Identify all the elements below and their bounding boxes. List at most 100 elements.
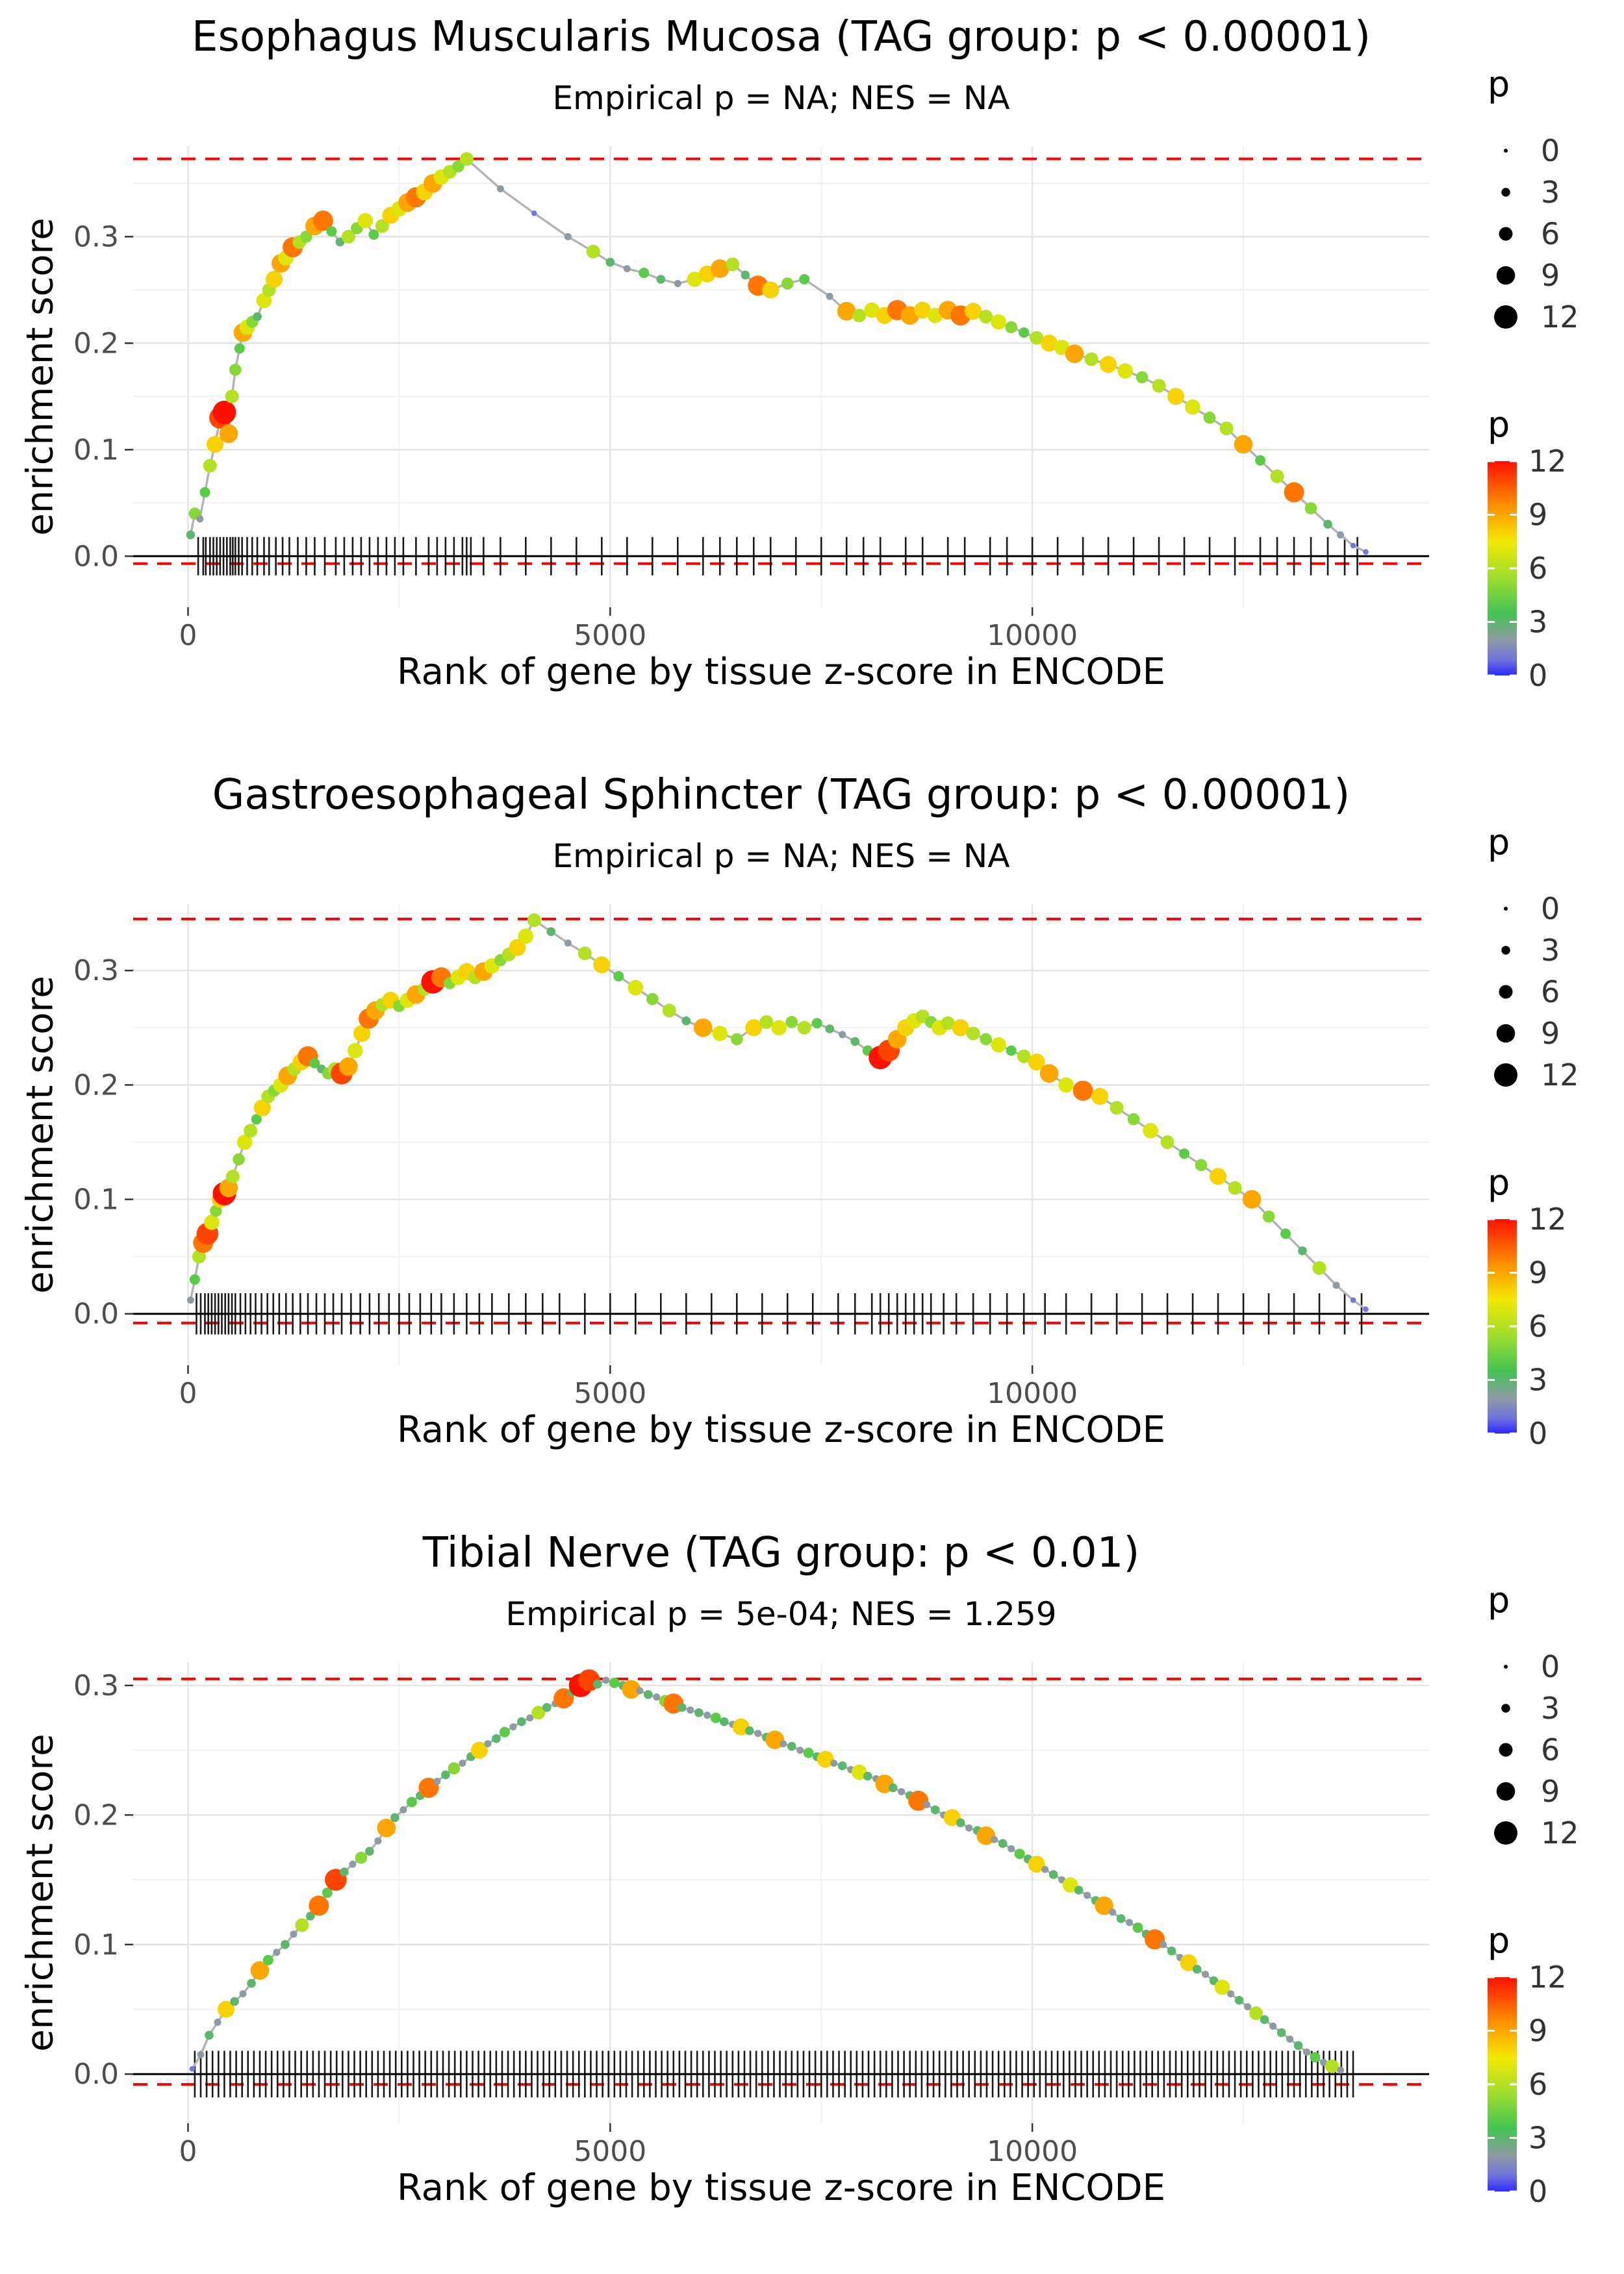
y-tick-label: 0.1 (73, 1928, 119, 1962)
gene-point (687, 1706, 694, 1714)
gene-point (979, 309, 993, 323)
gene-point (712, 1026, 728, 1041)
chart-section-tibial-nerve: Tibial Nerve (TAG group: p < 0.01) Empir… (0, 1516, 1624, 2274)
color-legend-title: p (1488, 1162, 1510, 1203)
x-tick-label: 0 (179, 619, 197, 652)
gene-point (1030, 331, 1044, 345)
gene-point (290, 1930, 298, 1938)
gene-point (1084, 1891, 1091, 1899)
gene-point (762, 281, 780, 299)
gene-point (496, 185, 504, 193)
gene-point (492, 1734, 501, 1743)
gene-points (186, 913, 1369, 1312)
gene-point (531, 1706, 546, 1720)
gene-point (811, 1018, 822, 1029)
gene-point (1298, 1246, 1307, 1256)
gene-point (441, 1770, 450, 1780)
gene-point (518, 928, 534, 944)
gene-point (825, 1024, 834, 1033)
size-legend-dot (1496, 1024, 1516, 1043)
size-legend-label: 6 (1541, 1732, 1560, 1767)
gene-point (1337, 2066, 1344, 2074)
gene-point (602, 1676, 610, 1684)
gene-point (1039, 1064, 1059, 1083)
gene-point (1214, 1979, 1230, 1995)
gene-point (233, 1153, 245, 1166)
color-legend: p 12 9 6 3 0 (1488, 1920, 1567, 2209)
gene-point (375, 219, 389, 233)
y-tick-label: 0.1 (73, 433, 119, 466)
gene-point (1249, 2006, 1263, 2020)
size-legend-label: 6 (1541, 216, 1560, 251)
gene-point (196, 515, 204, 523)
gene-point (593, 956, 611, 974)
gene-point (210, 1204, 222, 1217)
gene-point (653, 1693, 661, 1701)
gene-point (720, 1717, 729, 1726)
gene-point (219, 424, 238, 443)
gene-point (1041, 1865, 1049, 1873)
gene-point (1185, 399, 1200, 415)
x-tick-label: 10000 (987, 1377, 1078, 1410)
chart-subtitle: Empirical p = 5e-04; NES = 1.259 (505, 1595, 1057, 1633)
gene-point (377, 1819, 396, 1838)
gene-point (1234, 1995, 1244, 2005)
gene-point (225, 1169, 240, 1183)
gene-point (527, 913, 541, 928)
size-legend-dot (1504, 1665, 1508, 1669)
axis-ticks-labels: 0 5000 10000 0.0 0.1 0.2 0.3 (73, 954, 1078, 1410)
size-legend-label: 3 (1541, 1691, 1560, 1726)
gene-point (212, 400, 236, 424)
gene-point (355, 1851, 368, 1864)
gene-point (577, 946, 592, 961)
y-tick-label: 0.2 (73, 1799, 119, 1832)
gene-point (674, 280, 681, 287)
gene-point (452, 160, 464, 173)
gene-point (1019, 327, 1030, 338)
gene-point (448, 1762, 461, 1775)
gene-point (609, 1677, 620, 1688)
gene-point (526, 1714, 534, 1722)
color-legend-label: 3 (1529, 605, 1547, 640)
gene-point (787, 1741, 796, 1751)
gene-point (186, 530, 196, 540)
gene-point (1167, 388, 1185, 405)
size-legend-title: p (1488, 822, 1510, 863)
size-legend-label: 6 (1541, 974, 1560, 1009)
gene-point (704, 1712, 711, 1719)
gene-point (484, 1740, 492, 1748)
gene-point (1180, 1954, 1197, 1971)
chart-subtitle: Empirical p = NA; NES = NA (552, 837, 1010, 875)
gene-point (1255, 455, 1266, 466)
color-legend-label: 9 (1529, 498, 1547, 533)
gene-point (1132, 1922, 1143, 1933)
color-legend-label: 12 (1529, 1202, 1567, 1237)
gene-point (1028, 1856, 1045, 1873)
gene-point (1234, 435, 1253, 454)
gene-point (368, 229, 379, 240)
gene-point (863, 1771, 872, 1781)
gene-point (266, 271, 283, 288)
y-tick-label: 0.3 (73, 1669, 119, 1702)
gene-point (1323, 520, 1332, 529)
size-legend-label: 0 (1541, 891, 1560, 926)
gene-point (796, 1747, 804, 1754)
x-tick-label: 5000 (574, 2135, 646, 2168)
gridlines-major (133, 904, 1429, 1365)
gene-point (1095, 1896, 1113, 1915)
gene-point (189, 2066, 196, 2072)
color-legend-label: 12 (1529, 1960, 1567, 1995)
gene-point (207, 436, 224, 453)
axis-ticks-labels: 0 5000 10000 0.0 0.1 0.2 0.3 (73, 220, 1078, 652)
gene-point (1127, 1113, 1140, 1126)
size-legend-dot (1494, 1821, 1517, 1845)
gene-point (247, 1978, 256, 1988)
gene-point (888, 1783, 898, 1793)
gene-point (205, 2030, 214, 2040)
gene-point (613, 971, 624, 981)
gene-point (1303, 2048, 1310, 2056)
gene-point (681, 1016, 691, 1026)
size-legend: p0 3 6 9 12 (1488, 1580, 1579, 1851)
gene-point (341, 229, 355, 244)
